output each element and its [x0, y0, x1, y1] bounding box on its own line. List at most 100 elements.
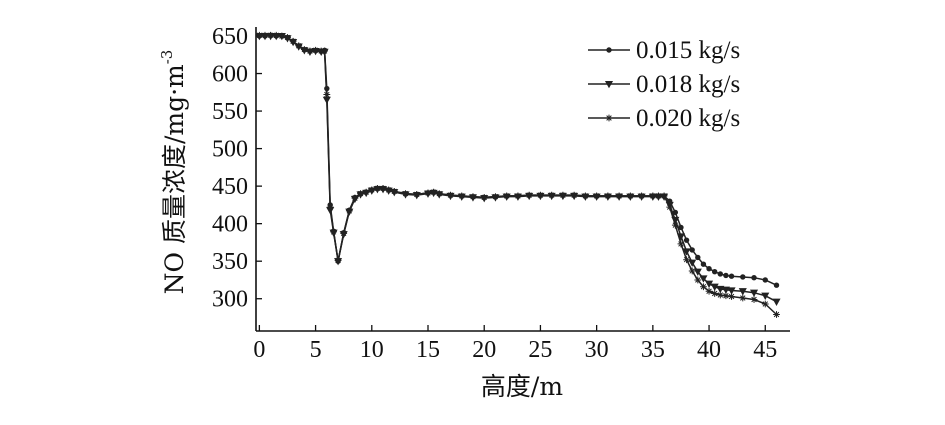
data-point	[430, 188, 438, 196]
data-point	[593, 192, 601, 200]
data-point	[267, 31, 275, 39]
data-point	[255, 31, 263, 39]
data-point	[773, 282, 780, 288]
legend-marker	[605, 114, 613, 122]
data-point	[717, 271, 723, 277]
data-point	[503, 192, 511, 200]
data-point	[751, 275, 757, 281]
chart-axes	[255, 27, 790, 332]
data-point	[368, 186, 376, 194]
data-point	[688, 267, 696, 275]
data-point	[722, 292, 730, 300]
x-tick-label: 15	[416, 337, 440, 363]
data-point	[761, 292, 770, 300]
data-point	[683, 237, 690, 243]
data-point	[711, 269, 718, 275]
data-point	[312, 46, 319, 54]
series-3	[255, 31, 780, 318]
data-point	[699, 275, 708, 283]
x-tick-label: 20	[472, 337, 496, 363]
y-axis-title-main: NO 质量浓度/mg·m	[160, 64, 189, 294]
legend-item: 0.018 kg/s	[588, 71, 740, 98]
data-point	[740, 274, 746, 280]
data-point	[351, 194, 359, 202]
data-point	[514, 192, 522, 200]
data-point	[492, 193, 499, 201]
data-point	[683, 256, 690, 264]
data-point	[700, 283, 707, 291]
data-point	[357, 190, 364, 198]
data-point	[773, 311, 780, 318]
data-point	[615, 192, 623, 200]
y-tick-label: 500	[212, 137, 248, 163]
data-point	[749, 289, 759, 297]
data-point	[728, 273, 735, 279]
data-point	[721, 286, 730, 294]
y-axis-title-group: NO 质量浓度/mg·m-3	[158, 50, 189, 295]
data-point	[413, 190, 421, 198]
data-point	[424, 189, 432, 197]
data-point	[750, 296, 758, 303]
x-tick-label: 35	[641, 337, 665, 363]
x-axis-title: 高度/m	[481, 372, 563, 401]
y-tick-label: 650	[212, 24, 248, 50]
legend: 0.015 kg/s 0.018 kg/s 0.020 kg/s	[588, 37, 740, 132]
data-point	[762, 277, 768, 283]
y-tick-label: 600	[212, 62, 248, 88]
data-point	[548, 191, 556, 199]
data-point	[362, 188, 370, 196]
data-point	[689, 247, 695, 253]
data-point	[334, 257, 342, 264]
y-tick-label: 450	[212, 174, 248, 200]
data-point	[660, 192, 668, 200]
data-point	[693, 268, 702, 276]
legend-item: 0.020 kg/s	[588, 105, 740, 132]
data-point	[700, 261, 707, 267]
data-point	[694, 276, 702, 284]
legend-item: 0.015 kg/s	[588, 37, 740, 64]
legend-label: 0.018 kg/s	[636, 71, 740, 98]
data-point	[728, 293, 735, 300]
data-point	[559, 191, 567, 199]
data-point	[677, 240, 685, 248]
data-point	[289, 37, 297, 45]
x-tick-label: 30	[585, 337, 609, 363]
data-point	[705, 287, 713, 295]
data-point	[345, 207, 353, 215]
data-point	[710, 283, 719, 291]
data-point	[402, 190, 409, 198]
data-point	[716, 291, 724, 299]
y-tick-label: 550	[212, 99, 248, 125]
data-point	[284, 34, 291, 41]
y-tick-label: 300	[212, 287, 248, 313]
data-point	[682, 248, 691, 256]
data-point	[706, 265, 712, 272]
data-point	[340, 230, 348, 237]
x-tick-label: 0	[253, 337, 265, 363]
data-point	[374, 184, 381, 192]
data-point	[537, 191, 544, 199]
legend-label: 0.015 kg/s	[636, 37, 740, 64]
data-point	[678, 224, 684, 231]
x-tick-label: 40	[697, 337, 721, 363]
data-point	[772, 298, 781, 306]
data-point	[323, 91, 331, 98]
data-point	[447, 191, 454, 199]
legend-marker	[604, 80, 614, 89]
x-tick-label: 45	[753, 337, 777, 363]
data-point	[723, 272, 729, 279]
data-point	[300, 46, 308, 53]
data-point	[738, 288, 747, 296]
data-point	[379, 184, 387, 192]
data-point	[435, 190, 443, 198]
data-point	[525, 191, 533, 199]
x-ticks: 0 5 10 15 20 25 30 35 40 45	[253, 325, 777, 363]
data-point	[278, 32, 286, 40]
data-point	[326, 203, 334, 211]
data-point	[705, 280, 714, 288]
data-point	[321, 47, 328, 55]
data-point	[604, 192, 612, 200]
data-point	[671, 221, 679, 229]
data-point	[688, 259, 697, 267]
